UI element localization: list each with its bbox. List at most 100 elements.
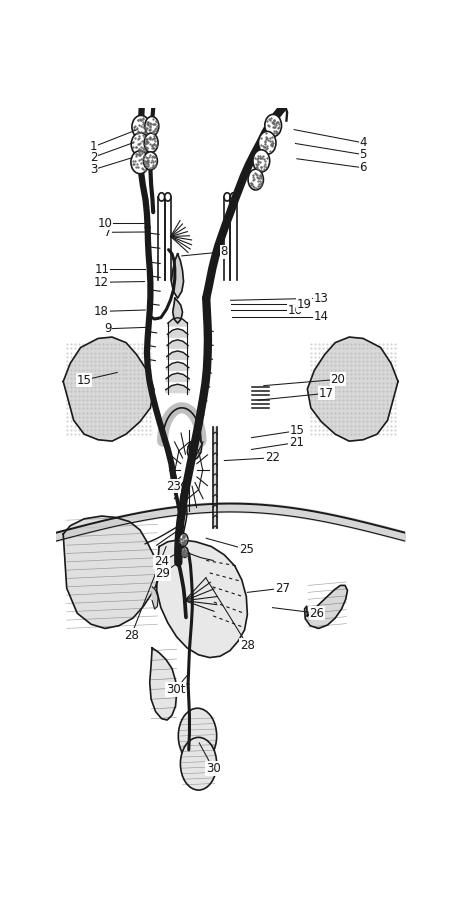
Polygon shape bbox=[224, 197, 230, 280]
Ellipse shape bbox=[248, 169, 263, 190]
Ellipse shape bbox=[132, 115, 150, 138]
Ellipse shape bbox=[178, 708, 217, 764]
Ellipse shape bbox=[181, 547, 188, 558]
Text: 10: 10 bbox=[98, 217, 112, 230]
Polygon shape bbox=[213, 427, 217, 528]
Text: 26: 26 bbox=[310, 606, 324, 620]
Text: 19: 19 bbox=[297, 298, 311, 311]
Ellipse shape bbox=[131, 150, 149, 174]
Ellipse shape bbox=[230, 193, 237, 201]
Polygon shape bbox=[307, 337, 398, 441]
Polygon shape bbox=[187, 439, 202, 460]
Text: 11: 11 bbox=[95, 262, 110, 276]
Polygon shape bbox=[158, 197, 165, 280]
Text: 2: 2 bbox=[90, 150, 98, 163]
Text: 21: 21 bbox=[289, 436, 304, 449]
Text: 26: 26 bbox=[310, 606, 324, 620]
Text: 24: 24 bbox=[154, 555, 169, 569]
Polygon shape bbox=[167, 351, 189, 359]
Text: 9: 9 bbox=[104, 323, 112, 335]
Polygon shape bbox=[173, 298, 183, 323]
Text: 24: 24 bbox=[154, 555, 169, 569]
Text: 18: 18 bbox=[94, 305, 109, 318]
Text: 9: 9 bbox=[104, 323, 112, 335]
Polygon shape bbox=[167, 340, 188, 348]
Text: 30t: 30t bbox=[166, 683, 185, 696]
Ellipse shape bbox=[265, 114, 282, 137]
Text: 15: 15 bbox=[76, 374, 92, 387]
Text: 20: 20 bbox=[331, 373, 346, 386]
Polygon shape bbox=[165, 197, 171, 280]
Text: 14: 14 bbox=[314, 311, 329, 323]
Text: 21: 21 bbox=[289, 436, 304, 449]
Text: 16: 16 bbox=[288, 304, 303, 316]
Text: 13: 13 bbox=[314, 292, 329, 305]
Text: 5: 5 bbox=[360, 148, 367, 161]
Text: 29: 29 bbox=[155, 567, 170, 580]
Ellipse shape bbox=[144, 152, 158, 170]
Text: 11: 11 bbox=[95, 262, 110, 276]
Text: 30t: 30t bbox=[166, 683, 185, 696]
Polygon shape bbox=[166, 373, 189, 381]
Text: 25: 25 bbox=[239, 543, 254, 556]
Polygon shape bbox=[63, 516, 161, 629]
Ellipse shape bbox=[131, 132, 149, 156]
Text: 19: 19 bbox=[297, 298, 311, 311]
Text: 4: 4 bbox=[360, 136, 367, 150]
Text: 1: 1 bbox=[90, 141, 98, 153]
Ellipse shape bbox=[144, 133, 158, 152]
Text: 7: 7 bbox=[104, 226, 112, 239]
Text: 15: 15 bbox=[289, 424, 304, 437]
Text: 28: 28 bbox=[124, 629, 139, 642]
Text: 4: 4 bbox=[360, 136, 367, 150]
Text: 27: 27 bbox=[275, 582, 290, 595]
Text: 30: 30 bbox=[206, 762, 220, 775]
Polygon shape bbox=[150, 648, 176, 720]
Ellipse shape bbox=[180, 737, 217, 790]
Ellipse shape bbox=[158, 193, 165, 201]
Text: 17: 17 bbox=[319, 387, 334, 400]
Text: 18: 18 bbox=[94, 305, 109, 318]
Text: 16: 16 bbox=[288, 304, 303, 316]
Text: 22: 22 bbox=[265, 451, 280, 464]
Text: 10: 10 bbox=[98, 217, 112, 230]
Text: 6: 6 bbox=[360, 161, 367, 174]
Text: 12: 12 bbox=[94, 276, 109, 288]
Text: 14: 14 bbox=[314, 311, 329, 323]
Ellipse shape bbox=[224, 193, 230, 201]
Text: 29: 29 bbox=[155, 567, 170, 580]
Text: 27: 27 bbox=[275, 582, 290, 595]
Text: 17: 17 bbox=[319, 387, 334, 400]
Text: 28: 28 bbox=[240, 639, 255, 651]
Text: 13: 13 bbox=[314, 292, 329, 305]
Text: 2: 2 bbox=[90, 150, 98, 163]
Text: 7: 7 bbox=[104, 226, 112, 239]
Text: 20: 20 bbox=[331, 373, 346, 386]
Polygon shape bbox=[168, 318, 187, 326]
Polygon shape bbox=[152, 587, 158, 609]
Text: 22: 22 bbox=[265, 451, 280, 464]
Polygon shape bbox=[167, 329, 188, 337]
Ellipse shape bbox=[179, 533, 188, 546]
Polygon shape bbox=[166, 384, 189, 393]
Text: 28: 28 bbox=[124, 629, 139, 642]
Polygon shape bbox=[230, 197, 237, 280]
Text: 3: 3 bbox=[90, 163, 98, 176]
Polygon shape bbox=[157, 540, 248, 658]
Text: 8: 8 bbox=[220, 245, 228, 259]
Polygon shape bbox=[63, 337, 154, 441]
Text: 30: 30 bbox=[206, 762, 220, 775]
Ellipse shape bbox=[145, 116, 159, 136]
Ellipse shape bbox=[253, 150, 270, 172]
Polygon shape bbox=[305, 586, 347, 629]
Polygon shape bbox=[171, 254, 184, 298]
Ellipse shape bbox=[165, 193, 171, 201]
Polygon shape bbox=[166, 362, 189, 370]
Text: 1: 1 bbox=[90, 141, 98, 153]
Text: 28: 28 bbox=[240, 639, 255, 651]
Text: 23: 23 bbox=[166, 479, 180, 493]
Text: 23: 23 bbox=[166, 479, 180, 493]
Text: 5: 5 bbox=[360, 148, 367, 161]
Text: 15: 15 bbox=[76, 374, 92, 387]
Text: 15: 15 bbox=[289, 424, 304, 437]
